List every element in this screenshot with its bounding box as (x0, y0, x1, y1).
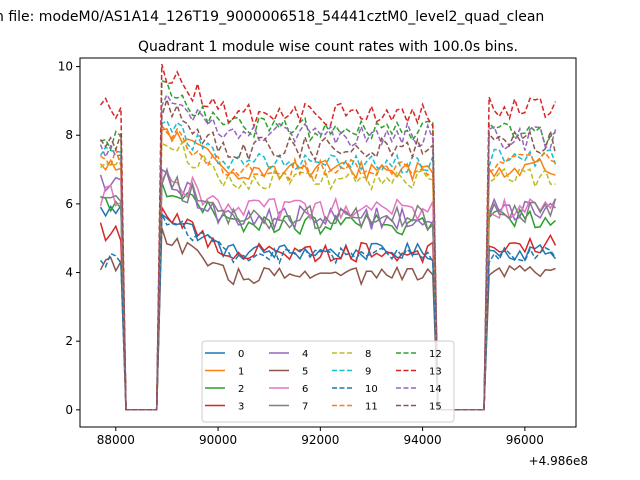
legend-label: 5 (302, 367, 308, 378)
y-tick-label: 10 (58, 60, 73, 74)
y-tick-label: 6 (65, 197, 73, 211)
series-line-9 (99, 119, 557, 411)
legend-label: 14 (429, 384, 442, 395)
y-tick-label: 8 (65, 128, 73, 142)
legend-label: 13 (429, 367, 442, 378)
series-layer (99, 63, 557, 411)
legend-label: 4 (302, 349, 308, 360)
axes-frame (79, 57, 577, 428)
series-line-14 (99, 93, 557, 411)
figure-suptitle: n file: modeM0/AS1A14_126T19_9000006518_… (0, 9, 544, 25)
chart-title: Quadrant 1 module wise count rates with … (138, 39, 518, 55)
legend-label: 1 (238, 367, 244, 378)
series-line-11 (100, 123, 556, 411)
x-tick-label: 90000 (199, 433, 237, 447)
x-tick-label: 88000 (97, 433, 135, 447)
legend-label: 7 (302, 402, 308, 413)
legend-box (201, 340, 455, 423)
legend-label: 11 (365, 402, 378, 413)
legend-label: 10 (365, 384, 378, 395)
legend-label: 9 (365, 367, 371, 378)
x-tick-label: 94000 (404, 433, 442, 447)
series-line-15 (99, 96, 557, 411)
x-tick-label: 92000 (301, 433, 339, 447)
x-offset-label: +4.986e8 (529, 454, 588, 468)
y-tick-label: 0 (65, 403, 73, 417)
legend-label: 15 (429, 402, 442, 413)
legend-label: 12 (429, 349, 442, 360)
series-line-12 (100, 79, 556, 411)
legend-label: 0 (238, 349, 244, 360)
legend-label: 8 (365, 349, 371, 360)
y-tick-label: 2 (65, 334, 73, 348)
legend-label: 2 (238, 384, 244, 395)
legend-label: 3 (238, 402, 244, 413)
legend-label: 6 (302, 384, 308, 395)
x-tick-label: 96000 (506, 433, 544, 447)
y-tick-label: 4 (65, 266, 73, 280)
